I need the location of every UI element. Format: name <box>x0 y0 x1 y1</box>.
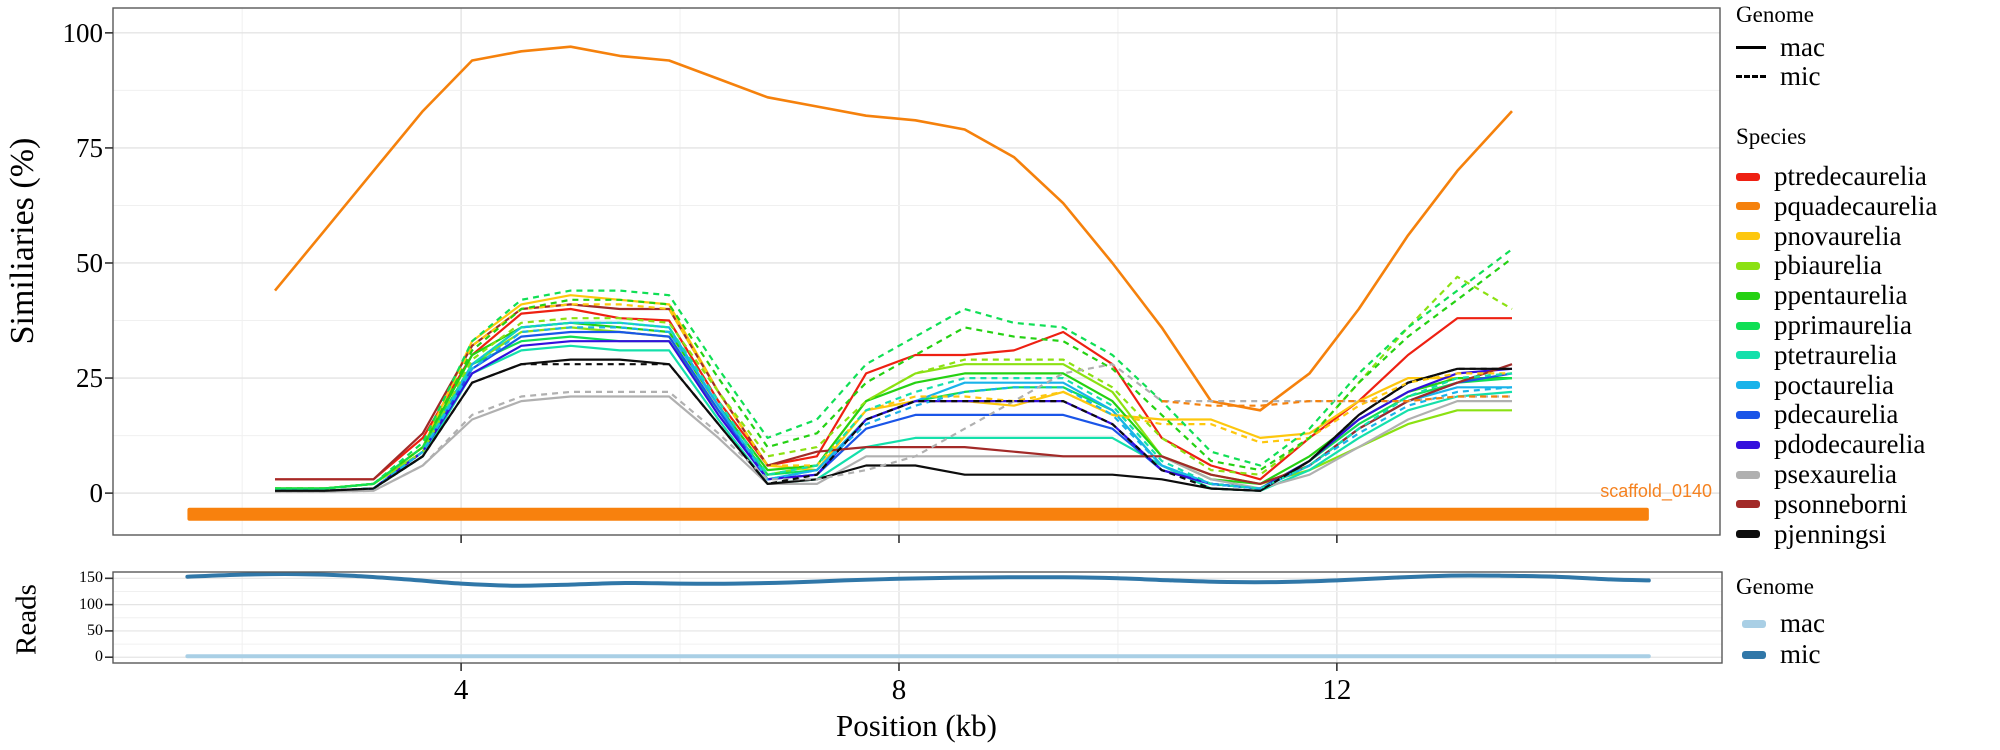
series-poctaurelia-mic <box>275 326 1513 492</box>
series-pnovaurelia-mic <box>275 303 1512 490</box>
legend-item-species-ppentaurelia: ppentaurelia <box>1736 282 1907 309</box>
color-swatch <box>1736 470 1760 479</box>
legend-item-species-pnovaurelia: pnovaurelia <box>1736 220 1902 251</box>
main-y-tick-label: 25 <box>76 363 103 394</box>
series-psonneborni-mac <box>275 303 1513 485</box>
color-swatch <box>1736 381 1760 390</box>
legend-item-reads-mic: mic <box>1742 641 1821 668</box>
legend-item-label: mac <box>1780 608 1825 638</box>
legend-item-label: mic <box>1780 61 1821 91</box>
color-swatch <box>1736 321 1760 330</box>
legend-item-label: pprimaurelia <box>1774 310 1912 340</box>
color-swatch <box>1736 500 1760 509</box>
scaffold-label: scaffold_0140 <box>1600 481 1712 501</box>
x-tick-label: 4 <box>453 674 469 706</box>
legend-item-label: ptetraurelia <box>1774 339 1897 370</box>
color-swatch <box>1736 172 1760 181</box>
color-swatch <box>1736 530 1760 539</box>
series-ppentaurelia-mac <box>275 321 1512 490</box>
color-swatch <box>1736 232 1760 241</box>
color-swatch <box>1736 261 1760 270</box>
legend-item-label: mic <box>1780 639 1821 669</box>
legend-item-species-pjenningsi: pjenningsi <box>1736 518 1887 549</box>
series-reads-mic <box>185 572 1651 588</box>
legend-item-label: ppentaurelia <box>1774 280 1908 311</box>
main-y-tick-label: 0 <box>89 478 104 509</box>
legend-title: Genome <box>1736 574 1814 599</box>
legend-item-genome-mic: mic <box>1736 63 1821 90</box>
legend-item-species-pquadecaurelia: pquadecaurelia <box>1736 190 1938 221</box>
legend-item-label: mac <box>1780 32 1825 62</box>
legend-item-reads-mac: mac <box>1742 610 1825 637</box>
legend-item-label: psonneborni <box>1774 488 1908 519</box>
x-tick-label: 8 <box>891 674 907 706</box>
series-pprimaurelia-mic <box>275 248 1513 490</box>
color-swatch <box>1742 650 1766 659</box>
color-swatch <box>1736 202 1760 211</box>
main-y-tick-label: 75 <box>76 132 103 163</box>
series-pquadecaurelia-mic <box>1161 395 1512 407</box>
series-ptetraurelia-mic <box>275 321 1513 492</box>
series-pjenningsi-mic <box>275 363 1512 492</box>
color-swatch <box>1736 291 1760 300</box>
series-pquadecaurelia-mac <box>273 45 1513 412</box>
series-psexaurelia-mac <box>275 395 1512 493</box>
main-y-axis-label: Similiaries (%) <box>4 137 41 345</box>
legend-item-species-pbiaurelia: pbiaurelia <box>1736 252 1882 279</box>
reads-y-tick-label: 50 <box>87 621 103 639</box>
legend-item-label: pdecaurelia <box>1774 399 1899 430</box>
main-panel-border <box>112 7 1721 536</box>
legend-item-species-poctaurelia: poctaurelia <box>1736 369 1894 400</box>
legend-item-species-pprimaurelia: pprimaurelia <box>1736 312 1912 339</box>
legend-item-label: pnovaurelia <box>1774 220 1902 251</box>
reads-y-tick-label: 0 <box>95 648 103 666</box>
legend-item-label: poctaurelia <box>1774 369 1894 400</box>
legend-item-species-psexaurelia: psexaurelia <box>1736 461 1897 488</box>
legend-item-label: pdodecaurelia <box>1774 429 1926 460</box>
legend-item-label: ptredecaurelia <box>1774 161 1927 191</box>
legend-title: Genome <box>1736 2 1814 27</box>
legend-title: Species <box>1736 124 1807 149</box>
legend-item-genome-mac: mac <box>1736 34 1825 61</box>
color-swatch <box>1742 619 1766 628</box>
x-axis-label: Position (kb) <box>835 708 998 743</box>
legend-item-species-ptetraurelia: ptetraurelia <box>1736 339 1897 370</box>
legend-item-species-pdecaurelia: pdecaurelia <box>1736 401 1898 428</box>
series-ppentaurelia-mic <box>275 257 1513 490</box>
legend-item-species-psonneborni: psonneborni <box>1736 488 1908 519</box>
dashed-line-swatch <box>1736 75 1766 78</box>
legend-item-label: pquadecaurelia <box>1774 190 1938 221</box>
scaffold-bar <box>187 507 1649 521</box>
series-psexaurelia-mic <box>275 363 1512 493</box>
legend-item-label: pjenningsi <box>1774 518 1887 549</box>
legend-item-label: pbiaurelia <box>1774 250 1882 281</box>
x-tick-label: 12 <box>1322 674 1352 706</box>
legend-item-label: psexaurelia <box>1774 459 1897 489</box>
main-y-tick-label: 100 <box>62 17 104 48</box>
reads-panel-border <box>112 571 1723 664</box>
legend-item-species-pdodecaurelia: pdodecaurelia <box>1736 431 1925 458</box>
legend-item-species-ptredecaurelia: ptredecaurelia <box>1736 163 1927 190</box>
reads-y-tick-label: 150 <box>79 569 103 587</box>
main-y-tick-label: 50 <box>76 247 103 278</box>
color-swatch <box>1736 351 1760 360</box>
color-swatch <box>1736 410 1760 419</box>
color-swatch <box>1736 440 1760 449</box>
reads-y-tick-label: 100 <box>79 595 103 613</box>
solid-line-swatch <box>1736 46 1766 49</box>
